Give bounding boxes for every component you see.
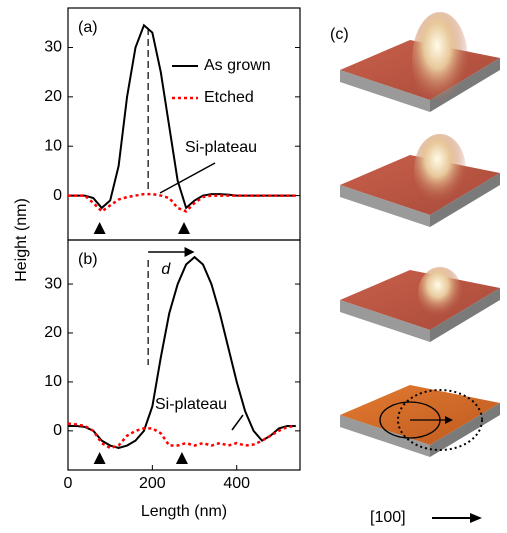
afm-image: [340, 385, 500, 457]
y-tick-label: 0: [53, 187, 62, 204]
y-tick-label: 10: [44, 373, 62, 390]
annotation: Si-plateau: [185, 139, 257, 156]
position-marker: [94, 452, 106, 464]
x-axis-label: Length (nm): [141, 503, 227, 520]
panel-label: (b): [78, 251, 98, 268]
line-series: [68, 257, 296, 448]
figure: (c) [100] 0 10 20 30 (a) Height (nm) As grown E…: [0, 0, 507, 533]
distance-label: d: [161, 261, 171, 278]
plot-frame: [68, 240, 300, 470]
x-tick-label: 0: [64, 475, 73, 492]
position-marker: [94, 222, 106, 234]
legend-label: As grown: [204, 57, 271, 74]
annotation-arrow: [232, 415, 243, 430]
y-tick-label: 20: [44, 324, 62, 341]
x-tick-label: 200: [139, 475, 166, 492]
afm-images: (c) [100]: [330, 12, 500, 526]
annotation: Si-plateau: [155, 396, 227, 413]
direction-label: [100]: [370, 509, 406, 526]
afm-image: [340, 12, 500, 112]
position-marker: [176, 452, 188, 464]
y-tick-label: 30: [44, 39, 62, 56]
panel-label: (c): [330, 26, 349, 43]
y-tick-label: 10: [44, 137, 62, 154]
x-tick-label: 400: [223, 475, 250, 492]
afm-image: [340, 267, 500, 342]
plot-frame: [68, 8, 300, 240]
afm-image: [340, 134, 500, 227]
legend-label: Etched: [204, 89, 254, 106]
line-series: [68, 424, 296, 448]
annotation-arrow: [160, 163, 215, 193]
y-axis-label: Height (nm): [13, 198, 30, 282]
y-tick-label: 20: [44, 88, 62, 105]
direction-arrow-head: [470, 513, 482, 523]
panel-label: (a): [78, 19, 98, 36]
y-tick-label: 0: [53, 422, 62, 439]
y-tick-label: 30: [44, 275, 62, 292]
position-marker: [178, 222, 190, 234]
distance-arrow-head: [185, 247, 195, 257]
